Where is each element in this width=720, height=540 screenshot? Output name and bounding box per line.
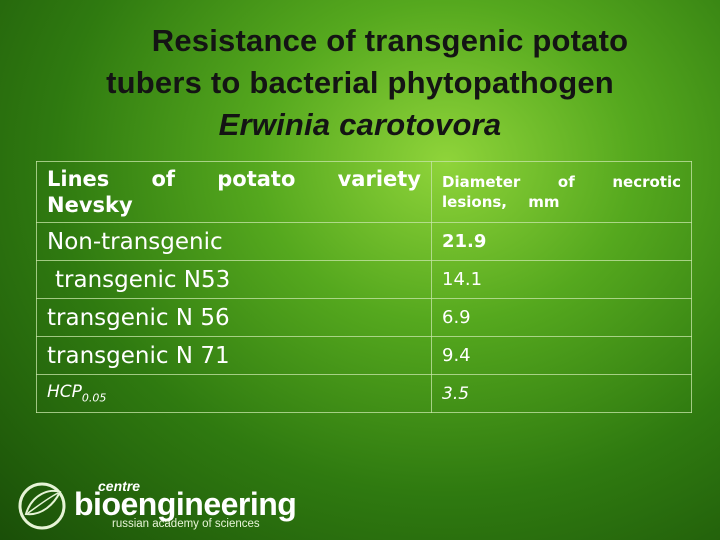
logo-bio: bio <box>74 486 121 522</box>
results-table: Lines of potato variety Nevsky Diameter … <box>36 161 692 413</box>
table-row: transgenic N 56 6.9 <box>36 298 692 337</box>
table-row: transgenic N53 14.1 <box>36 260 692 299</box>
hcp-label: HCP0.05 <box>36 374 432 413</box>
table-row-hcp: HCP0.05 3.5 <box>36 374 692 413</box>
title-line-3: Erwinia carotovora <box>218 107 502 142</box>
hcp-text: HCP <box>47 382 82 403</box>
logo-engineering: engineering <box>120 486 297 522</box>
hcp-value: 3.5 <box>431 374 692 413</box>
slide-title: Resistance of transgenic potato tubers t… <box>0 20 720 146</box>
row-value: 14.1 <box>431 260 692 299</box>
row-line-name: transgenic N 56 <box>36 298 432 337</box>
row-value: 6.9 <box>431 298 692 337</box>
header-diameter: Diameter of necrotic lesions, mm <box>431 161 692 223</box>
table-row: Non-transgenic 21.9 <box>36 222 692 261</box>
header-lines: Lines of potato variety Nevsky <box>36 161 432 223</box>
logo-wordmark: bioengineering <box>74 486 297 523</box>
row-line-name: Non-transgenic <box>36 222 432 261</box>
row-line-name: transgenic N53 <box>36 260 432 299</box>
logo-centre-text: centre <box>98 478 141 494</box>
logo-subtitle: russian academy of sciences <box>112 518 260 530</box>
hcp-subscript: 0.05 <box>81 391 107 405</box>
row-value: 9.4 <box>431 336 692 375</box>
row-value: 21.9 <box>431 222 692 261</box>
table-header-row: Lines of potato variety Nevsky Diameter … <box>36 161 692 223</box>
bioengineering-logo: centre bioengineering russian academy of… <box>16 478 316 534</box>
table-row: transgenic N 71 9.4 <box>36 336 692 375</box>
title-line-1: Resistance of transgenic potato <box>151 23 629 58</box>
leaf-globe-icon <box>18 482 66 530</box>
row-line-name: transgenic N 71 <box>36 336 432 375</box>
title-line-2: tubers to bacterial phytopathogen <box>106 65 614 100</box>
